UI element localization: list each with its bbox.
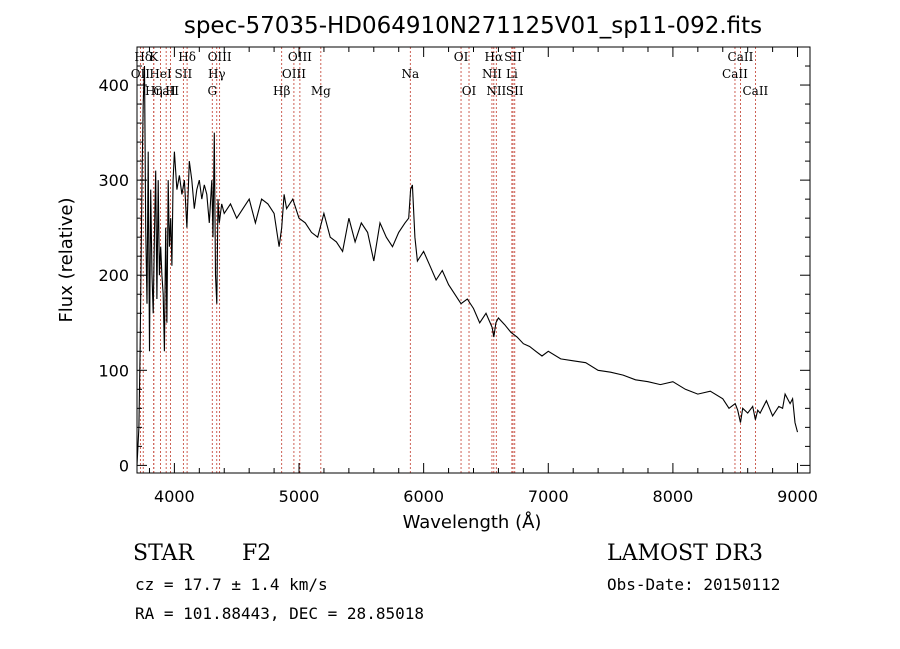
line-label-4: OIII xyxy=(288,50,312,64)
line-label-5: OI xyxy=(454,50,469,64)
y-tick-label-3: 300 xyxy=(98,171,129,190)
line-label-20: H xyxy=(165,84,175,98)
line-label-10: HeI xyxy=(149,67,172,81)
line-label-1: K xyxy=(149,50,159,64)
spectrum-line xyxy=(136,65,799,466)
chart-title: spec-57035-HD064910N271125V01_sp11-092.f… xyxy=(184,13,762,39)
line-label-12: Hγ xyxy=(208,67,226,81)
line-label-3: OIII xyxy=(208,50,232,64)
line-label-13: OIII xyxy=(282,67,306,81)
y-axis: 0 100 200 300 400 xyxy=(98,65,810,475)
x-tick-label-0: 4000 xyxy=(154,487,195,506)
y-tick-label-1: 100 xyxy=(98,361,129,380)
line-label-18: CaII xyxy=(153,84,179,98)
line-label-27: CaII xyxy=(742,84,768,98)
redshift-cz: cz = 17.7 ± 1.4 km/s xyxy=(135,575,328,594)
x-tick-label-5: 9000 xyxy=(777,487,818,506)
y-axis-label: Flux (relative) xyxy=(56,197,77,322)
x-tick-label-3: 7000 xyxy=(528,487,569,506)
line-label-9: OII xyxy=(131,67,151,81)
line-label-0: Hδ xyxy=(134,50,152,64)
x-tick-label-2: 6000 xyxy=(403,487,444,506)
line-label-16: Li xyxy=(506,67,518,81)
x-tick-label-1: 5000 xyxy=(279,487,320,506)
y-tick-label-0: 0 xyxy=(119,456,129,475)
line-label-8: CaII xyxy=(728,50,754,64)
survey-name: LAMOST DR3 xyxy=(607,541,763,566)
x-tick-label-4: 8000 xyxy=(653,487,694,506)
object-subclass: F2 xyxy=(242,541,271,566)
line-label-24: OI xyxy=(462,84,477,98)
line-label-7: SII xyxy=(504,50,522,64)
line-label-11: SII xyxy=(175,67,193,81)
line-label-21: G xyxy=(207,84,217,98)
coordinates: RA = 101.88443, DEC = 28.85018 xyxy=(135,604,424,623)
x-axis: 4000 5000 6000 7000 8000 9000 xyxy=(148,47,818,506)
line-label-19: Hη xyxy=(145,84,163,98)
line-label-14: Na xyxy=(401,67,419,81)
line-label-22: Hβ xyxy=(273,84,290,98)
spectral-line-markers xyxy=(139,47,756,473)
plot-frame xyxy=(136,46,811,474)
line-label-2: Hδ xyxy=(178,50,196,64)
object-class: STAR xyxy=(133,541,195,566)
y-tick-label-2: 200 xyxy=(98,266,129,285)
line-label-26: SII xyxy=(506,84,524,98)
line-label-25: NII xyxy=(486,84,506,98)
y-tick-label-4: 400 xyxy=(98,76,129,95)
line-label-15: NII xyxy=(482,67,502,81)
line-label-6: Hα xyxy=(485,50,504,64)
x-axis-label: Wavelength (Å) xyxy=(403,511,542,533)
obs-date: Obs-Date: 20150112 xyxy=(607,575,780,594)
line-label-17: CaII xyxy=(722,67,748,81)
line-label-23: Mg xyxy=(311,84,331,98)
